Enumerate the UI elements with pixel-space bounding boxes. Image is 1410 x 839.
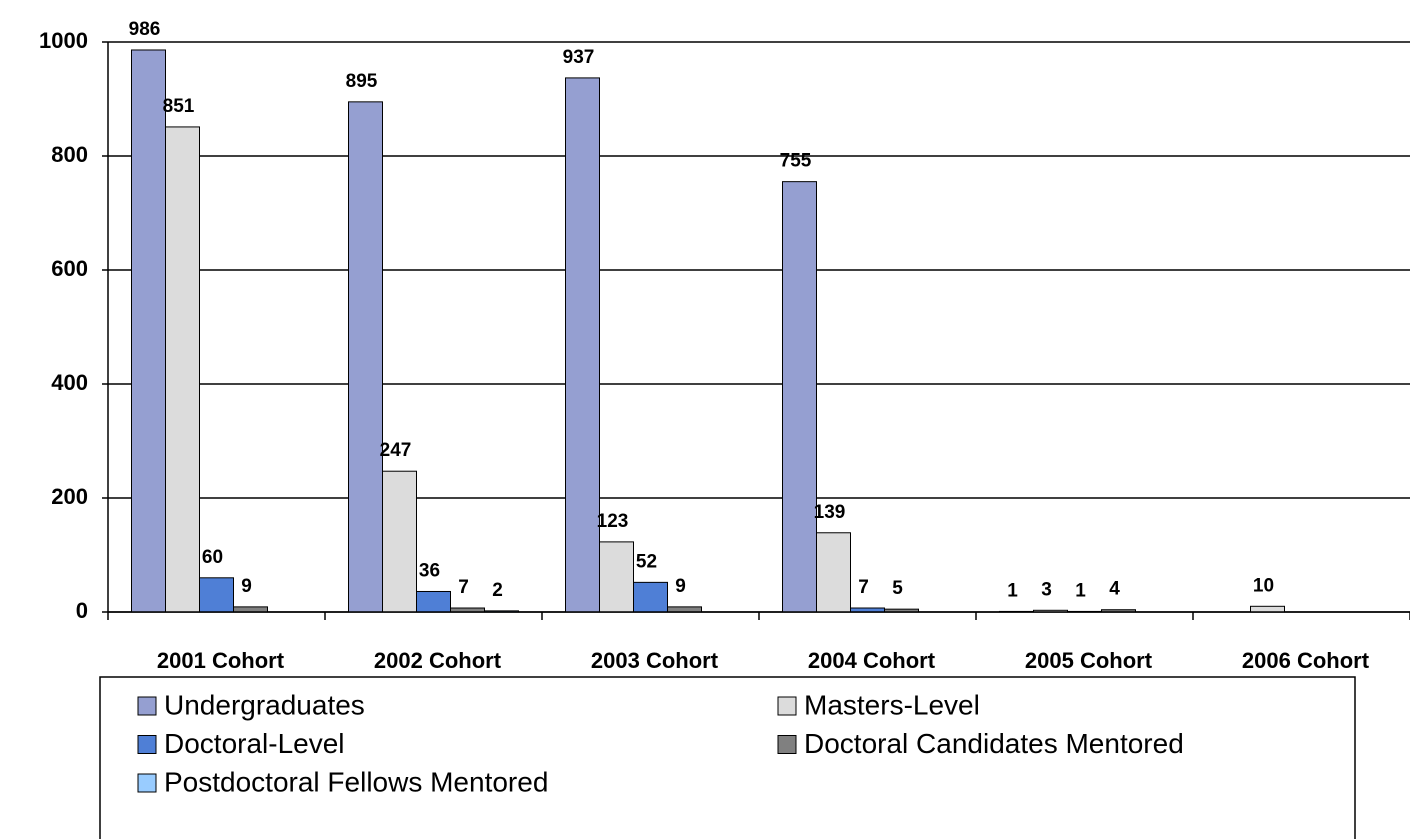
bar xyxy=(416,590,451,613)
y-tick-label: 1000 xyxy=(39,28,88,53)
y-tick-label: 0 xyxy=(76,598,88,623)
data-label: 7 xyxy=(458,577,469,598)
data-label: 10 xyxy=(1253,575,1274,596)
bar xyxy=(199,577,234,613)
data-label: 60 xyxy=(202,547,223,568)
x-tick-label: 2003 Cohort xyxy=(591,648,719,673)
legend-label: Doctoral-Level xyxy=(164,728,345,759)
data-label: 986 xyxy=(129,19,161,40)
data-label: 9 xyxy=(675,576,686,597)
bar xyxy=(233,606,268,613)
legend-swatch xyxy=(777,735,797,754)
bar xyxy=(131,49,166,613)
data-label: 937 xyxy=(563,47,595,68)
bar xyxy=(382,470,417,613)
x-tick-label: 2002 Cohort xyxy=(374,648,502,673)
data-label: 3 xyxy=(1041,579,1052,600)
data-label: 52 xyxy=(636,551,657,572)
data-label: 247 xyxy=(380,440,412,461)
y-tick-label: 800 xyxy=(51,142,88,167)
data-label: 755 xyxy=(780,151,812,172)
x-tick-label: 2004 Cohort xyxy=(808,648,936,673)
bar xyxy=(667,606,702,613)
data-label: 2 xyxy=(492,580,503,601)
bar xyxy=(782,181,817,613)
legend-swatch xyxy=(137,773,157,793)
data-label: 123 xyxy=(597,511,629,532)
data-label: 7 xyxy=(858,577,869,598)
data-label: 1 xyxy=(1075,580,1086,601)
legend-label: Masters-Level xyxy=(804,689,980,720)
legend-label: Postdoctoral Fellows Mentored xyxy=(164,766,548,797)
y-tick-label: 200 xyxy=(51,484,88,509)
data-label: 139 xyxy=(814,502,846,523)
data-label: 36 xyxy=(419,560,440,581)
legend-swatch xyxy=(137,696,157,716)
bar xyxy=(565,77,600,613)
bar xyxy=(633,581,668,613)
data-label: 851 xyxy=(163,96,195,117)
x-tick-label: 2006 Cohort xyxy=(1242,648,1370,673)
y-tick-label: 400 xyxy=(51,370,88,395)
legend-swatch xyxy=(137,735,157,754)
legend-box xyxy=(99,676,1356,839)
bar xyxy=(1250,605,1285,613)
bar xyxy=(816,532,851,613)
data-label: 5 xyxy=(892,578,903,599)
bar xyxy=(348,101,383,613)
x-tick-label: 2001 Cohort xyxy=(157,648,285,673)
legend-label: Undergraduates xyxy=(164,689,365,720)
legend-label: Doctoral Candidates Mentored xyxy=(804,728,1184,759)
legend-swatch xyxy=(777,696,797,716)
y-tick-label: 600 xyxy=(51,256,88,281)
data-label: 9 xyxy=(241,576,252,597)
data-label: 895 xyxy=(346,71,378,92)
bar xyxy=(165,126,200,613)
data-label: 4 xyxy=(1109,579,1120,600)
data-label: 1 xyxy=(1007,580,1018,601)
bar xyxy=(599,541,634,613)
x-tick-label: 2005 Cohort xyxy=(1025,648,1153,673)
